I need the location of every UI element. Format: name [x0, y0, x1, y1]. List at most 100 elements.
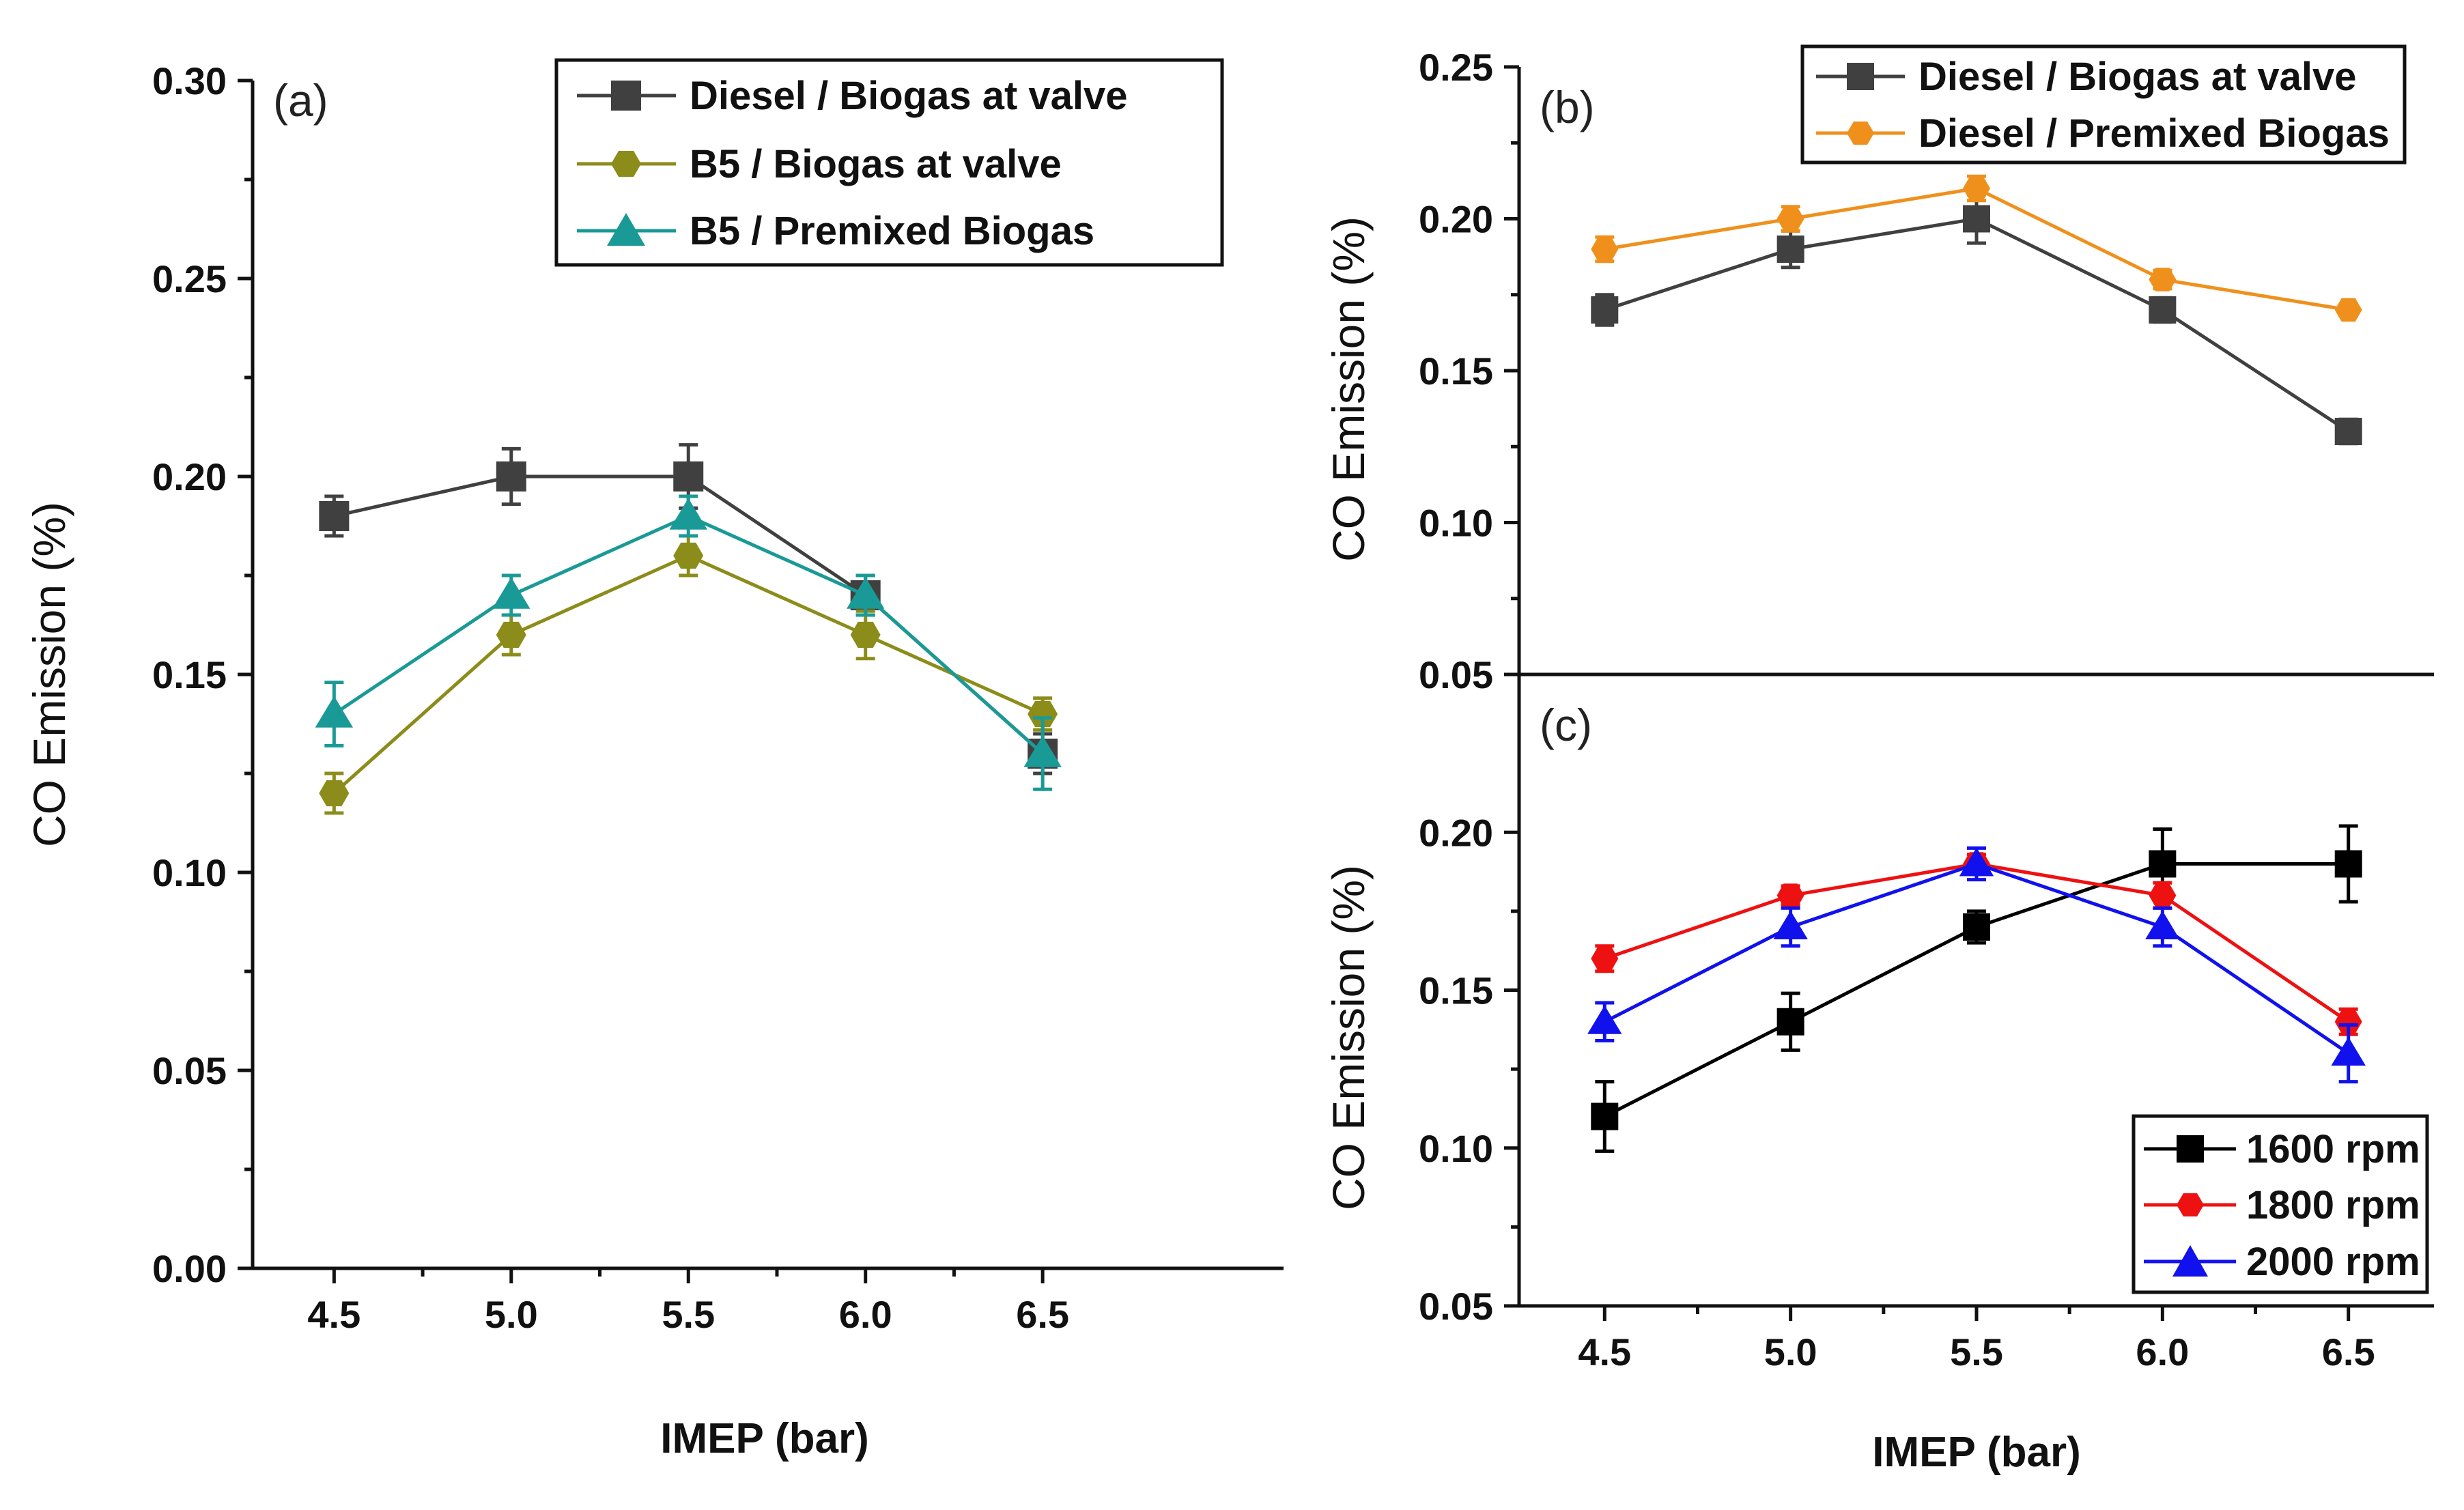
panel-b: 0.05 0.10 0.15 0.20 0.25 (b) CO Emission (%)… — [1323, 44, 2434, 696]
panel-a-xtick-label-1: 5.0 — [485, 1293, 538, 1336]
panel-c-series-1-line — [1604, 862, 2349, 1118]
panel-c-series-1-point-2 — [1963, 913, 1990, 941]
panel-c-xtick-label-2: 5.5 — [1950, 1330, 2003, 1373]
legend-c-item-2: 1800 rpm — [2144, 1183, 2420, 1227]
panel-a-ytick-label-5: 0.25 — [152, 257, 227, 300]
panel-b-legend-box — [1800, 44, 2407, 165]
panel-c-series-1-point-0 — [1591, 1102, 1619, 1130]
panel-c-x-ticks: 4.5 5.0 5.5 6.0 6.5 — [1578, 1306, 2375, 1373]
panel-a-series-3 — [315, 494, 1062, 791]
panel-c-series-3-point-3 — [2145, 911, 2180, 939]
panel-a-series-3-point-0 — [315, 696, 354, 728]
panel-c-series-3-point-1 — [1773, 911, 1808, 939]
panel-c-series-1-point-3 — [2149, 850, 2177, 878]
panel-c-series-3 — [1587, 846, 2366, 1084]
legend-a-label-3: B5 / Premixed Biogas — [690, 209, 1094, 253]
panel-c-series-1 — [1591, 824, 2362, 1153]
panel-c-label: (c) — [1540, 700, 1592, 750]
panel-a-series-2-point-3 — [850, 621, 881, 649]
panel-b-ylabel: CO Emission (%) — [1323, 216, 1374, 562]
panel-b-series-1-point-3 — [2149, 296, 2177, 324]
panel-c-ytick-label-1: 0.10 — [1419, 1127, 1493, 1170]
legend-b-item-2: Diesel / Premixed Biogas — [1816, 111, 2390, 156]
panel-a-ytick-label-6: 0.30 — [152, 59, 227, 102]
panel-a-series-3-point-4 — [1023, 735, 1062, 767]
panel-c-series-2-point-0 — [1591, 946, 1619, 971]
panel-a-x-ticks: 4.5 5.0 5.5 6.0 6.5 — [307, 1268, 1069, 1336]
panel-c-legend: 1600 rpm 1800 rpm 2000 rpm — [2132, 1114, 2429, 1294]
panel-c-series-3-point-4 — [2331, 1037, 2366, 1066]
legend-c-item-3: 2000 rpm — [2144, 1240, 2420, 1284]
panel-b-series-2-point-3 — [2149, 268, 2177, 291]
legend-b-label-1: Diesel / Biogas at valve — [1918, 55, 2357, 99]
legend-a-marker-2 — [611, 151, 641, 177]
panel-c-xlabel: IMEP (bar) — [1872, 1429, 2080, 1476]
panel-c-series-2-point-4 — [2334, 1010, 2362, 1034]
panel-b-y-ticks: 0.05 0.10 0.15 0.20 0.25 — [1419, 46, 1519, 696]
panel-a: 0.00 0.05 0.10 0.15 0.20 0.25 0.30 4.5 5.0 5.5 6.… — [24, 58, 1284, 1462]
panel-b-legend: Diesel / Biogas at valve Diesel / Premix… — [1800, 44, 2407, 165]
panel-a-series-1 — [319, 443, 1058, 775]
legend-b-item-1: Diesel / Biogas at valve — [1816, 55, 2357, 99]
panel-a-ylabel: CO Emission (%) — [24, 502, 74, 847]
legend-a-item-2: B5 / Biogas at valve — [577, 142, 1062, 186]
panel-a-series-1-point-0 — [319, 501, 350, 531]
legend-c-marker-2 — [2177, 1193, 2204, 1216]
panel-c-ytick-label-3: 0.20 — [1419, 811, 1493, 854]
panel-a-ytick-label-2: 0.10 — [152, 851, 227, 894]
panel-a-series-2-point-2 — [673, 542, 704, 569]
panel-c-y-ticks: 0.05 0.10 0.15 0.20 — [1419, 811, 1519, 1328]
panel-b-series-1-point-2 — [1963, 205, 1990, 233]
panel-c-xtick-label-1: 5.0 — [1764, 1330, 1817, 1373]
legend-a-label-1: Diesel / Biogas at valve — [690, 74, 1128, 118]
panel-b-series-2-point-1 — [1776, 207, 1804, 231]
panel-a-xtick-label-4: 6.5 — [1016, 1293, 1069, 1336]
panel-a-plot — [315, 443, 1062, 815]
legend-b-label-2: Diesel / Premixed Biogas — [1918, 111, 2390, 156]
panel-c-xtick-label-4: 6.5 — [2322, 1330, 2375, 1373]
legend-c-label-1: 1600 rpm — [2246, 1127, 2420, 1171]
panel-b-series-1-point-0 — [1591, 296, 1619, 324]
panel-a-ytick-label-1: 0.05 — [152, 1049, 227, 1092]
panel-a-series-1-point-1 — [496, 461, 526, 492]
panel-a-legend: Diesel / Biogas at valve B5 / Biogas at … — [554, 58, 1224, 267]
panel-a-series-2-point-4 — [1028, 700, 1058, 728]
legend-c-label-3: 2000 rpm — [2246, 1240, 2420, 1284]
legend-a-item-3: B5 / Premixed Biogas — [577, 209, 1094, 253]
legend-b-marker-2 — [1847, 122, 1874, 145]
panel-c-series-3-point-2 — [1959, 847, 1994, 877]
legend-c-item-1: 1600 rpm — [2144, 1127, 2420, 1171]
legend-a-label-2: B5 / Biogas at valve — [690, 142, 1062, 186]
panel-a-xtick-label-3: 6.0 — [839, 1293, 892, 1336]
panel-b-ytick-label-2: 0.15 — [1419, 350, 1493, 393]
panel-c-series-2-point-1 — [1776, 883, 1804, 908]
panel-c-ylabel: CO Emission (%) — [1323, 865, 1374, 1210]
panel-b-series-1-point-1 — [1776, 236, 1804, 263]
panel-b-series-1 — [1591, 193, 2362, 446]
panel-b-ytick-label-1: 0.10 — [1419, 502, 1493, 545]
panel-a-xlabel: IMEP (bar) — [660, 1415, 868, 1462]
panel-a-y-ticks: 0.00 0.05 0.10 0.15 0.20 0.25 0.30 — [152, 59, 253, 1290]
panel-a-series-2-line — [332, 554, 1044, 795]
panel-c-series-2-point-3 — [2149, 883, 2177, 908]
panel-b-series-2-point-0 — [1591, 237, 1619, 261]
panel-c-xtick-label-0: 4.5 — [1578, 1330, 1631, 1373]
panel-a-series-2-point-1 — [496, 621, 526, 649]
panel-c-series-1-point-4 — [2334, 850, 2362, 878]
panel-b-ytick-label-4: 0.25 — [1419, 46, 1493, 89]
panel-b-series-2-point-2 — [1963, 176, 1990, 201]
legend-a-marker-1 — [611, 81, 641, 111]
panel-c-ytick-label-2: 0.15 — [1419, 969, 1493, 1012]
panel-b-ytick-label-0: 0.05 — [1419, 653, 1493, 696]
panel-c-series-1-point-1 — [1776, 1008, 1804, 1036]
panel-a-series-2-point-0 — [319, 780, 350, 807]
panel-c-ytick-label-0: 0.05 — [1419, 1285, 1493, 1328]
panel-a-series-1-point-2 — [673, 461, 704, 492]
panel-c-series-3-point-0 — [1587, 1005, 1622, 1034]
legend-a-item-1: Diesel / Biogas at valve — [577, 74, 1128, 118]
panel-c-plot — [1587, 824, 2366, 1153]
panel-a-xtick-label-0: 4.5 — [307, 1293, 360, 1336]
panel-c: 0.05 0.10 0.15 0.20 4.5 5.0 5.5 6.0 6.5 (c) CO … — [1323, 674, 2434, 1476]
panel-a-ytick-label-4: 0.20 — [152, 455, 227, 498]
